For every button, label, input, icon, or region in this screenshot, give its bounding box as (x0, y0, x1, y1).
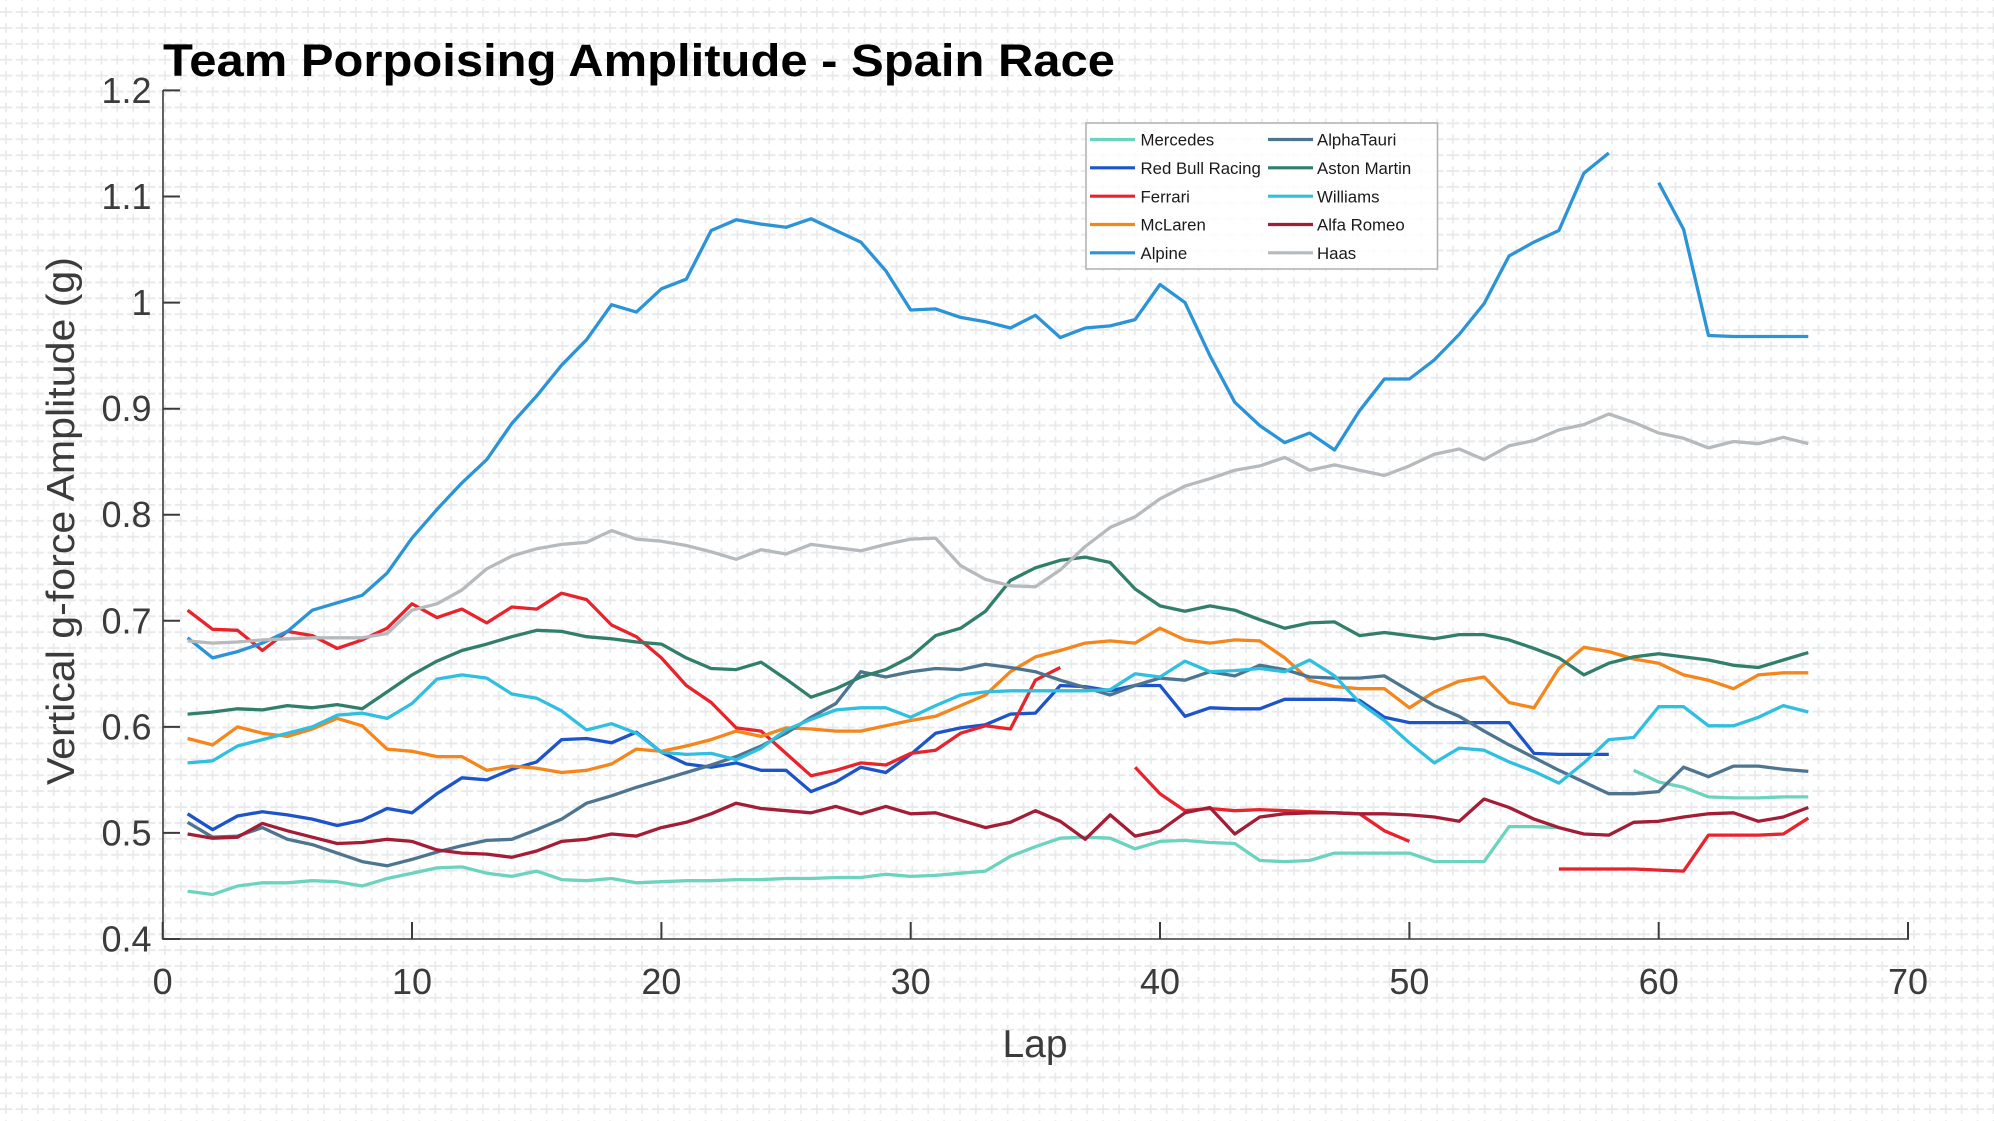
svg-text:60: 60 (1639, 961, 1679, 1002)
svg-text:Haas: Haas (1317, 244, 1356, 263)
svg-text:Lap: Lap (1002, 1023, 1067, 1066)
svg-text:0.7: 0.7 (101, 600, 151, 641)
svg-text:1.2: 1.2 (101, 70, 151, 111)
svg-text:Mercedes: Mercedes (1141, 131, 1215, 150)
svg-text:1: 1 (131, 282, 151, 323)
svg-text:20: 20 (641, 961, 681, 1002)
svg-text:30: 30 (891, 961, 931, 1002)
svg-text:50: 50 (1389, 961, 1429, 1002)
svg-text:70: 70 (1888, 961, 1928, 1002)
svg-text:0.6: 0.6 (101, 706, 151, 747)
svg-text:AlphaTauri: AlphaTauri (1317, 131, 1396, 150)
svg-text:Ferrari: Ferrari (1141, 187, 1190, 206)
svg-text:0.5: 0.5 (101, 812, 151, 853)
svg-text:1.1: 1.1 (101, 176, 151, 217)
svg-text:0.8: 0.8 (101, 494, 151, 535)
svg-text:10: 10 (392, 961, 432, 1002)
svg-text:0.4: 0.4 (101, 919, 151, 960)
svg-text:Vertical g-force Amplitude (g): Vertical g-force Amplitude (g) (40, 257, 83, 785)
svg-text:McLaren: McLaren (1141, 216, 1206, 235)
svg-text:Team Porpoising Amplitude - Sp: Team Porpoising Amplitude - Spain Race (163, 35, 1115, 86)
svg-text:Alpine: Alpine (1141, 244, 1188, 263)
svg-text:0.9: 0.9 (101, 388, 151, 429)
svg-text:Williams: Williams (1317, 187, 1379, 206)
svg-text:Red Bull Racing: Red Bull Racing (1141, 159, 1261, 178)
svg-text:Alfa Romeo: Alfa Romeo (1317, 216, 1405, 235)
svg-text:Aston Martin: Aston Martin (1317, 159, 1411, 178)
svg-text:40: 40 (1140, 961, 1180, 1002)
svg-text:0: 0 (153, 961, 173, 1002)
